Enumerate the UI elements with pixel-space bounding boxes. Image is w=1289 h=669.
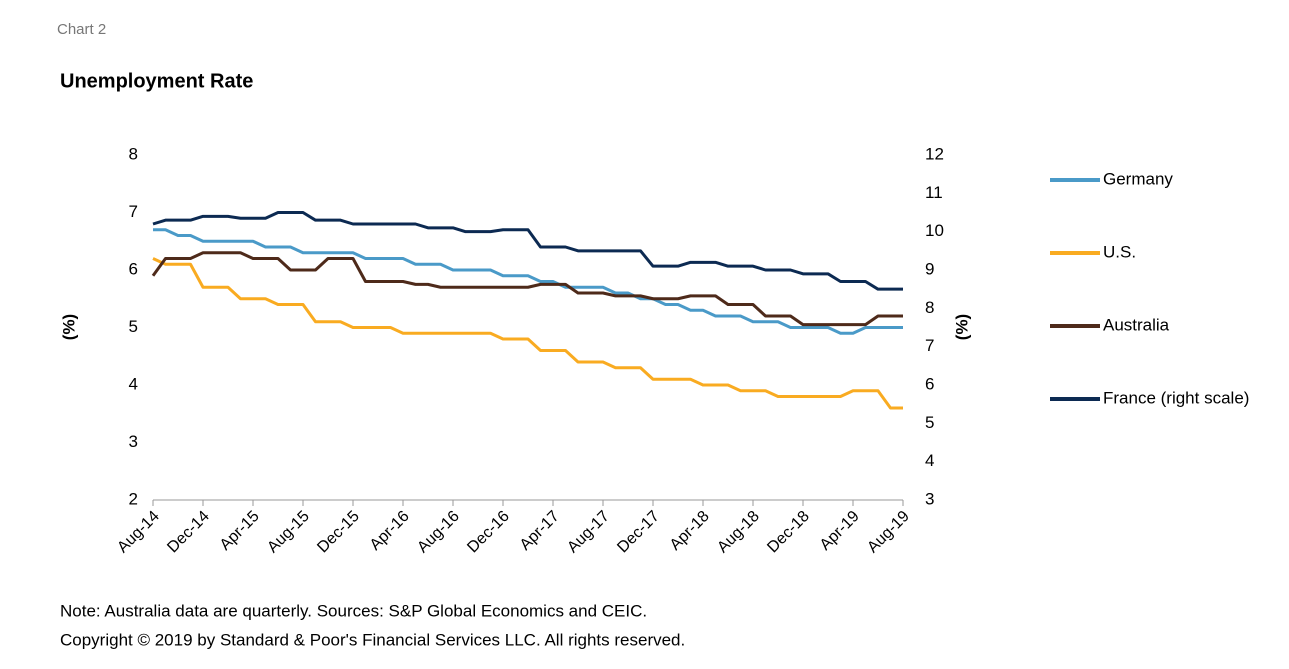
y-tick-label: 3 [129,432,138,451]
y2-tick-label: 3 [925,489,934,508]
y-tick-label: 7 [129,202,138,221]
x-tick-label: Dec-16 [464,508,513,557]
x-tick-label: Dec-18 [764,508,813,557]
y2-tick-label: 8 [925,298,934,317]
x-tick-label: Apr-16 [367,508,413,554]
x-tick-label: Aug-19 [864,508,913,557]
y2-tick-label: 11 [925,183,943,202]
legend-label: Germany [1103,169,1173,188]
x-tick-label: Aug-17 [564,508,613,557]
copyright: Copyright © 2019 by Standard & Poor's Fi… [60,630,685,649]
y2-tick-label: 6 [925,374,934,393]
series-line [151,251,903,327]
legend-label: U.S. [1103,242,1136,261]
y2-tick-label: 4 [925,451,934,470]
x-tick-label: Dec-15 [314,508,363,557]
series-line [152,211,903,291]
note: Note: Australia data are quarterly. Sour… [60,601,647,620]
x-tick-label: Aug-14 [114,508,163,557]
x-tick-label: Apr-17 [517,508,563,554]
y2-axis-label: (%) [952,314,971,340]
x-tick-label: Apr-19 [817,508,863,554]
series-line [152,257,903,410]
y2-tick-label: 12 [925,144,944,163]
x-tick-label: Apr-18 [667,508,713,554]
x-tick-label: Aug-18 [714,508,763,557]
legend-label: France (right scale) [1103,388,1249,407]
y-tick-label: 2 [129,489,138,508]
chart-kicker: Chart 2 [57,21,106,38]
x-tick-label: Dec-17 [614,508,663,557]
x-tick-label: Aug-15 [264,508,313,557]
y-tick-label: 5 [129,317,138,336]
x-tick-label: Apr-15 [217,508,263,554]
y-axis-label: (%) [59,314,78,340]
y2-tick-label: 9 [925,259,934,278]
y2-tick-label: 5 [925,413,934,432]
y2-tick-label: 10 [925,221,944,240]
y-tick-label: 6 [129,259,138,278]
chart-title: Unemployment Rate [60,70,253,92]
x-tick-label: Aug-16 [414,508,463,557]
legend-label: Australia [1103,315,1170,334]
series-line [153,228,903,335]
y2-tick-label: 7 [925,336,934,355]
y-tick-label: 8 [129,144,138,163]
y-tick-label: 4 [129,374,138,393]
x-tick-label: Dec-14 [164,508,213,557]
